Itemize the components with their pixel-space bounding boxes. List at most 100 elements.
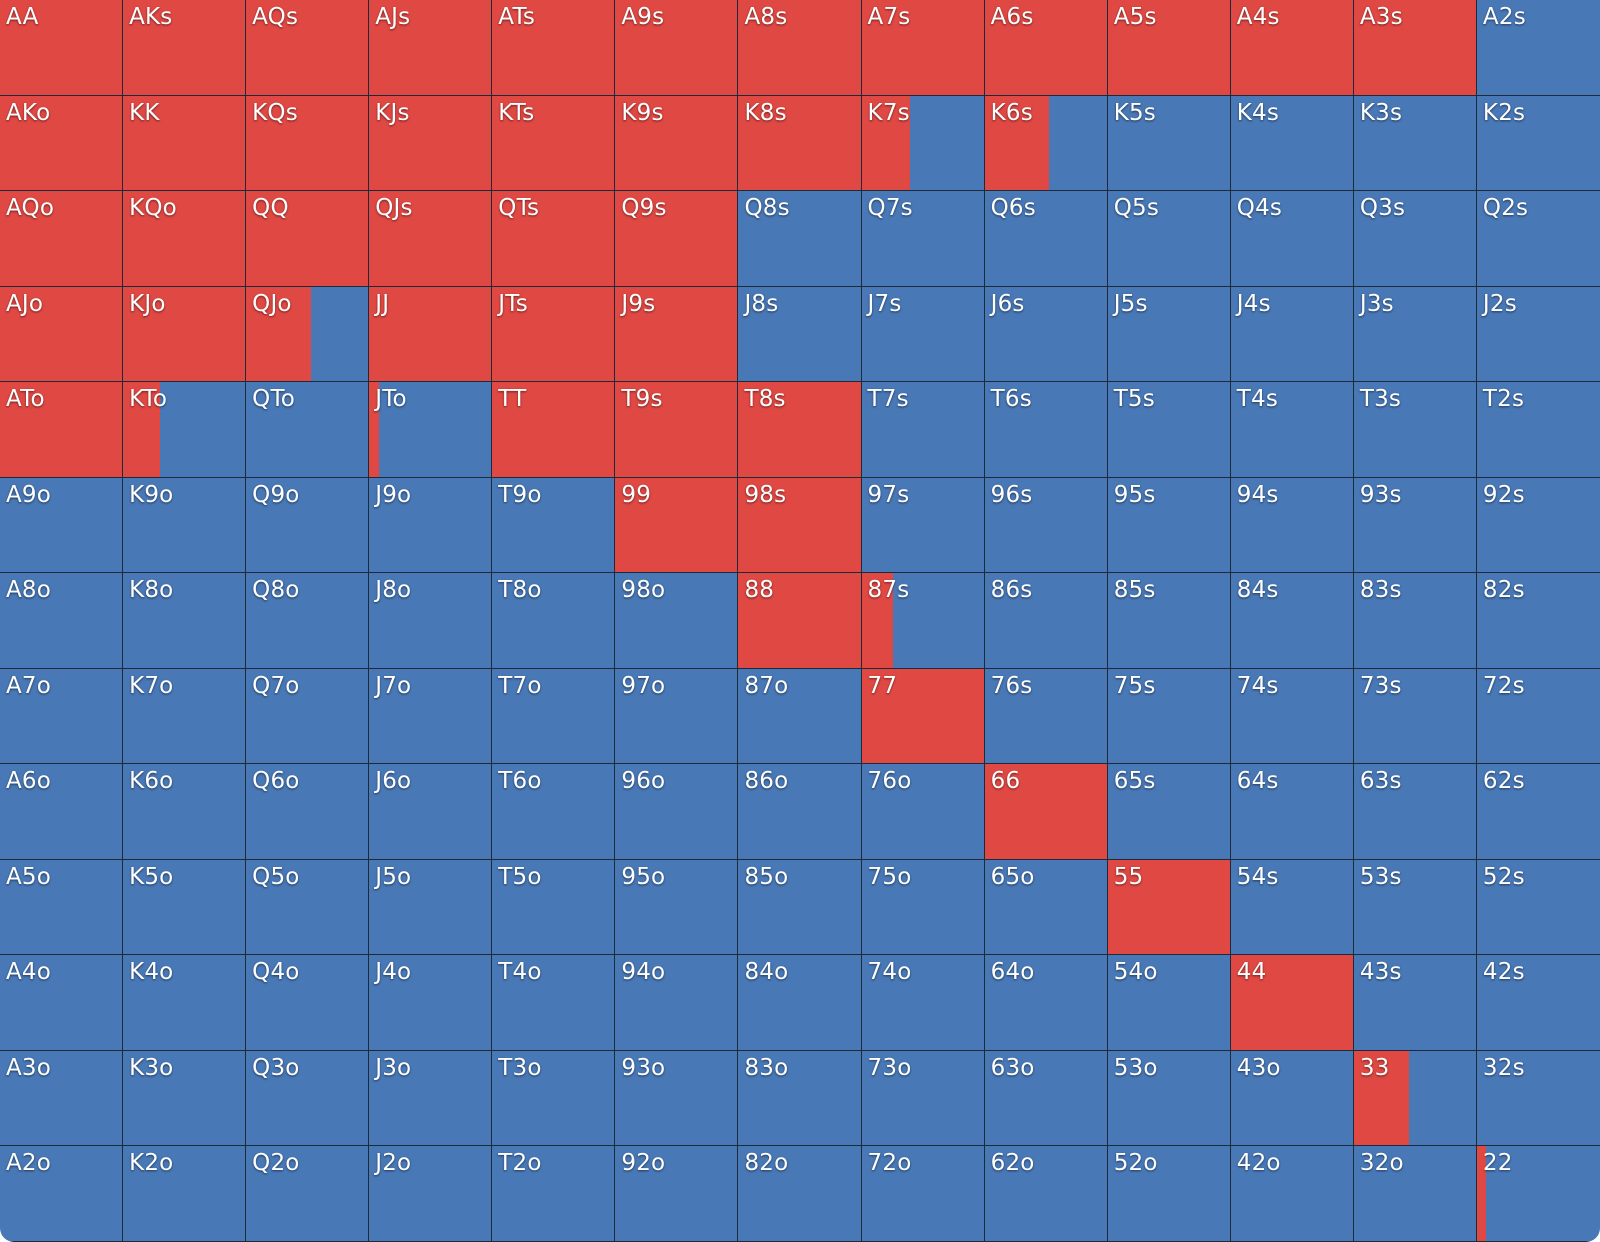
hand-cell[interactable]: A3s (1353, 0, 1477, 96)
hand-cell[interactable]: Q5s (1107, 191, 1231, 287)
hand-cell[interactable]: 44 (1230, 955, 1354, 1051)
hand-cell[interactable]: 55 (1107, 859, 1231, 956)
hand-cell[interactable]: J7s (861, 286, 985, 383)
hand-cell[interactable]: 77 (861, 668, 985, 765)
hand-cell[interactable]: A5s (1107, 0, 1231, 96)
hand-cell[interactable]: 86o (738, 764, 862, 860)
hand-cell[interactable]: T2o (492, 1146, 616, 1242)
hand-cell[interactable]: QQ (246, 191, 370, 287)
hand-cell[interactable]: J5o (369, 859, 493, 956)
hand-cell[interactable]: K6s (984, 95, 1108, 192)
hand-cell[interactable]: A4o (0, 955, 124, 1051)
hand-cell[interactable]: AJs (369, 0, 493, 96)
hand-cell[interactable]: J8o (369, 573, 493, 669)
hand-cell[interactable]: Q3o (246, 1050, 370, 1147)
hand-cell[interactable]: 93s (1353, 477, 1477, 574)
hand-cell[interactable]: Q2s (1476, 191, 1600, 287)
hand-cell[interactable]: A2o (0, 1146, 124, 1242)
hand-cell[interactable]: 75o (861, 859, 985, 956)
hand-cell[interactable]: 87o (738, 668, 862, 765)
hand-cell[interactable]: Q7o (246, 668, 370, 765)
hand-cell[interactable]: K8s (738, 95, 862, 192)
hand-cell[interactable]: KTo (123, 382, 247, 478)
hand-cell[interactable]: T4o (492, 955, 616, 1051)
hand-cell[interactable]: 99 (615, 477, 739, 574)
hand-cell[interactable]: T9s (615, 382, 739, 478)
hand-cell[interactable]: K9o (123, 477, 247, 574)
hand-cell[interactable]: 76s (984, 668, 1108, 765)
hand-cell[interactable]: KJs (369, 95, 493, 192)
hand-cell[interactable]: 83o (738, 1050, 862, 1147)
hand-cell[interactable]: T3o (492, 1050, 616, 1147)
hand-cell[interactable]: A8o (0, 573, 124, 669)
hand-cell[interactable]: A3o (0, 1050, 124, 1147)
hand-cell[interactable]: 92s (1476, 477, 1600, 574)
hand-cell[interactable]: J3s (1353, 286, 1477, 383)
hand-cell[interactable]: JTs (492, 286, 616, 383)
hand-cell[interactable]: J5s (1107, 286, 1231, 383)
hand-cell[interactable]: QTo (246, 382, 370, 478)
hand-cell[interactable]: 43o (1230, 1050, 1354, 1147)
hand-cell[interactable]: 65o (984, 859, 1108, 956)
hand-cell[interactable]: Q5o (246, 859, 370, 956)
hand-cell[interactable]: 83s (1353, 573, 1477, 669)
hand-cell[interactable]: 84o (738, 955, 862, 1051)
hand-cell[interactable]: 43s (1353, 955, 1477, 1051)
hand-cell[interactable]: JTo (369, 382, 493, 478)
hand-cell[interactable]: AA (0, 0, 124, 96)
hand-cell[interactable]: 87s (861, 573, 985, 669)
hand-cell[interactable]: K4o (123, 955, 247, 1051)
hand-cell[interactable]: J4o (369, 955, 493, 1051)
hand-cell[interactable]: 95s (1107, 477, 1231, 574)
hand-cell[interactable]: ATs (492, 0, 616, 96)
hand-cell[interactable]: Q6s (984, 191, 1108, 287)
hand-cell[interactable]: AKo (0, 95, 124, 192)
hand-cell[interactable]: T9o (492, 477, 616, 574)
hand-cell[interactable]: 92o (615, 1146, 739, 1242)
hand-cell[interactable]: AKs (123, 0, 247, 96)
hand-cell[interactable]: J8s (738, 286, 862, 383)
hand-cell[interactable]: Q4o (246, 955, 370, 1051)
hand-cell[interactable]: 93o (615, 1050, 739, 1147)
hand-cell[interactable]: K2s (1476, 95, 1600, 192)
hand-cell[interactable]: 33 (1353, 1050, 1477, 1147)
hand-cell[interactable]: T6o (492, 764, 616, 860)
hand-cell[interactable]: 84s (1230, 573, 1354, 669)
hand-cell[interactable]: 63o (984, 1050, 1108, 1147)
hand-cell[interactable]: 94s (1230, 477, 1354, 574)
hand-cell[interactable]: KQo (123, 191, 247, 287)
hand-cell[interactable]: ATo (0, 382, 124, 478)
hand-cell[interactable]: QTs (492, 191, 616, 287)
hand-cell[interactable]: QJo (246, 286, 370, 383)
hand-cell[interactable]: 82o (738, 1146, 862, 1242)
hand-cell[interactable]: K7s (861, 95, 985, 192)
hand-cell[interactable]: TT (492, 382, 616, 478)
hand-cell[interactable]: 53o (1107, 1050, 1231, 1147)
hand-cell[interactable]: J3o (369, 1050, 493, 1147)
hand-cell[interactable]: 62s (1476, 764, 1600, 860)
hand-cell[interactable]: 96s (984, 477, 1108, 574)
hand-cell[interactable]: K4s (1230, 95, 1354, 192)
hand-cell[interactable]: 94o (615, 955, 739, 1051)
hand-cell[interactable]: A8s (738, 0, 862, 96)
hand-cell[interactable]: 73s (1353, 668, 1477, 765)
hand-cell[interactable]: T3s (1353, 382, 1477, 478)
hand-cell[interactable]: 53s (1353, 859, 1477, 956)
hand-cell[interactable]: K2o (123, 1146, 247, 1242)
hand-cell[interactable]: 75s (1107, 668, 1231, 765)
hand-cell[interactable]: 64s (1230, 764, 1354, 860)
hand-cell[interactable]: 52s (1476, 859, 1600, 956)
hand-cell[interactable]: Q9o (246, 477, 370, 574)
hand-cell[interactable]: 85o (738, 859, 862, 956)
hand-cell[interactable]: 74s (1230, 668, 1354, 765)
hand-cell[interactable]: T5o (492, 859, 616, 956)
hand-cell[interactable]: 32s (1476, 1050, 1600, 1147)
hand-cell[interactable]: AQo (0, 191, 124, 287)
hand-cell[interactable]: 85s (1107, 573, 1231, 669)
hand-cell[interactable]: AQs (246, 0, 370, 96)
hand-cell[interactable]: 97o (615, 668, 739, 765)
hand-cell[interactable]: K5o (123, 859, 247, 956)
hand-cell[interactable]: T7o (492, 668, 616, 765)
hand-cell[interactable]: J9s (615, 286, 739, 383)
hand-cell[interactable]: Q9s (615, 191, 739, 287)
